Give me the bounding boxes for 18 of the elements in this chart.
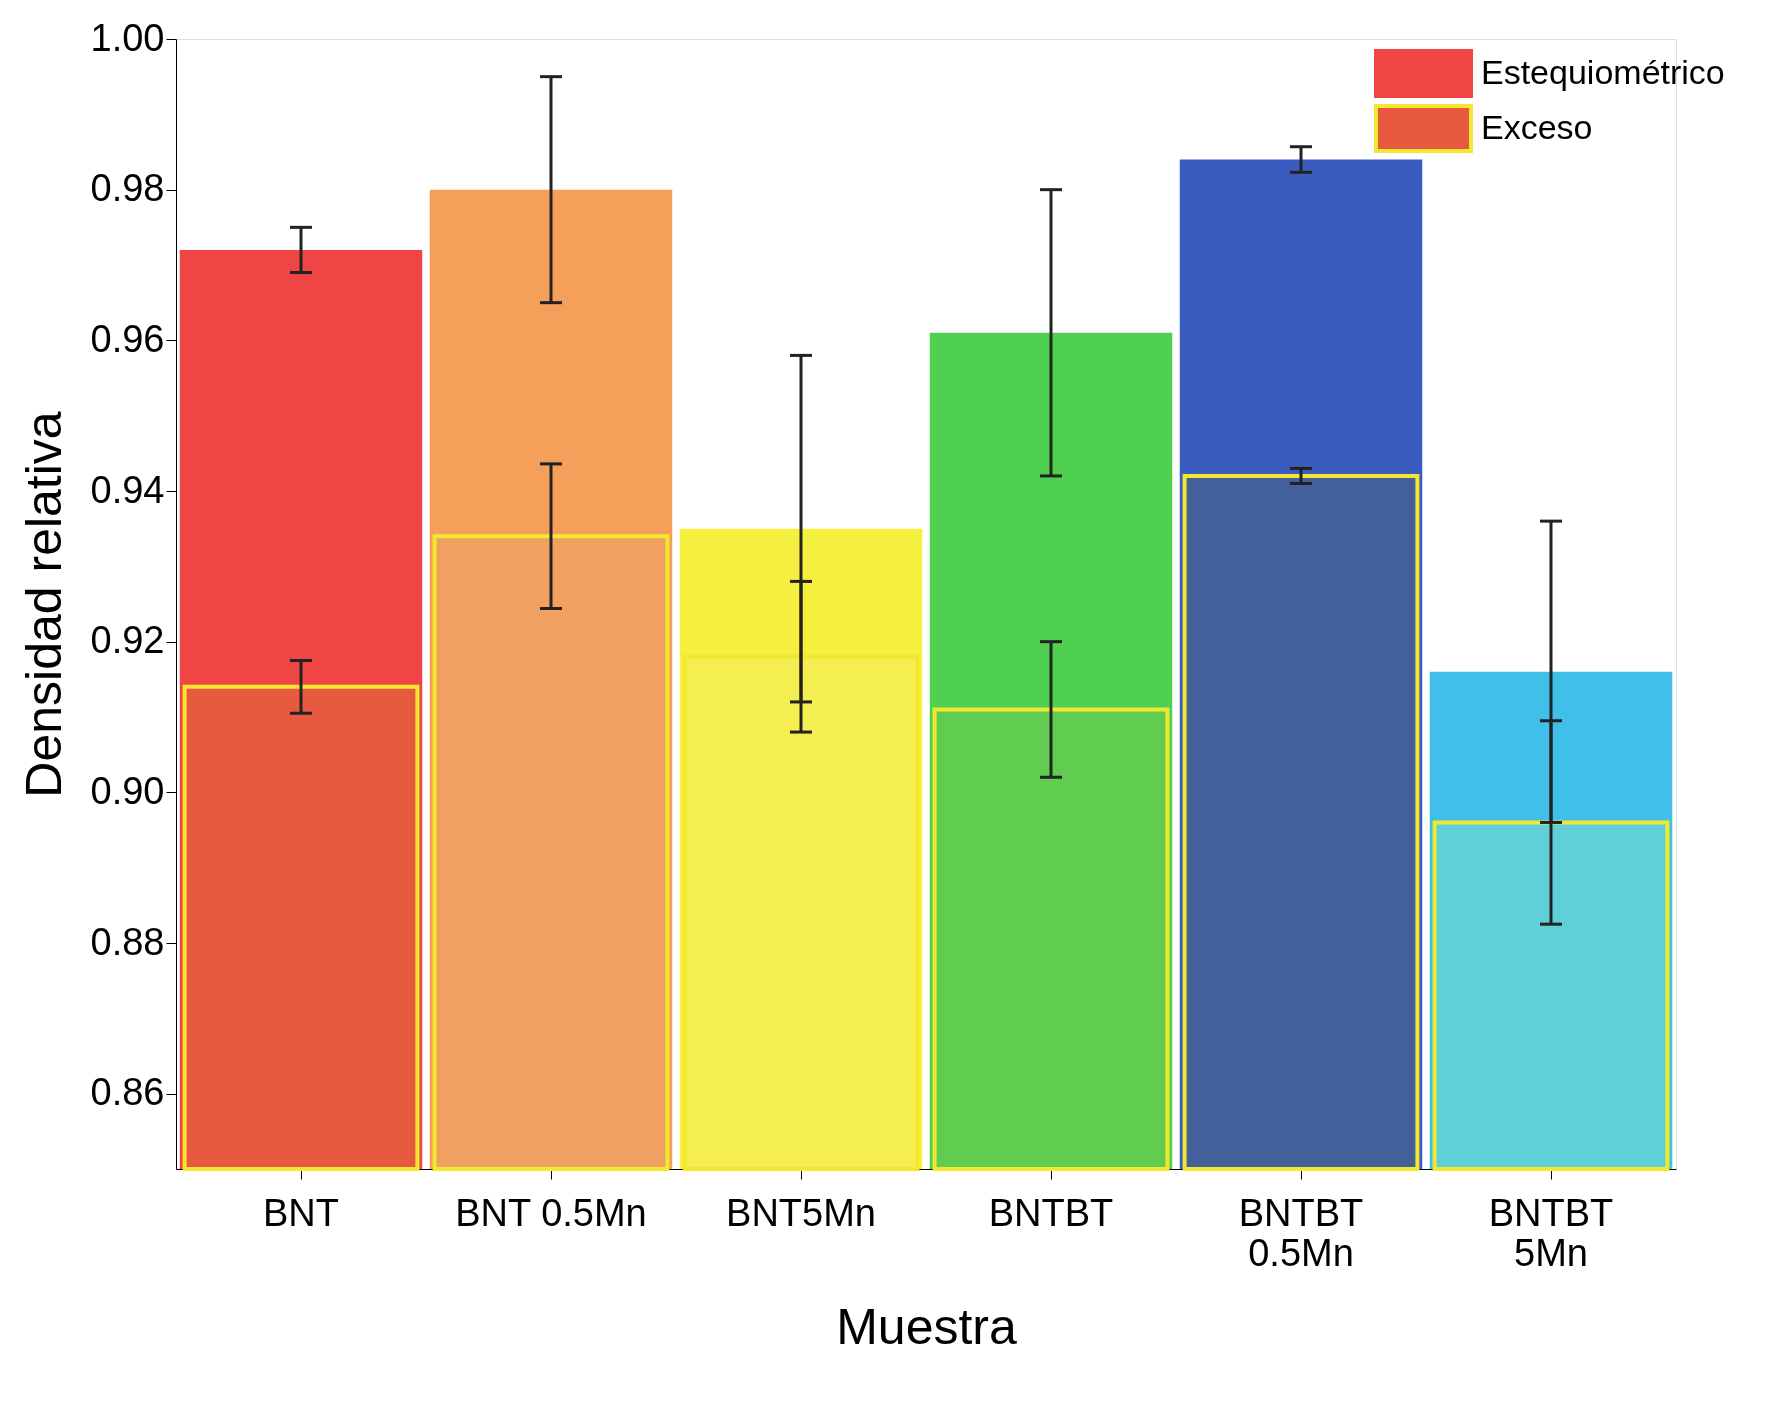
y-tick-label: 1.00 <box>90 16 165 59</box>
y-tick-label: 0.92 <box>90 619 165 662</box>
legend-label: Exceso <box>1481 108 1593 146</box>
y-tick-label: 0.98 <box>90 167 165 210</box>
y-tick-label: 0.90 <box>90 769 165 812</box>
x-tick-label: BNT <box>263 1191 339 1234</box>
y-tick-label: 0.86 <box>90 1071 165 1114</box>
x-tick-label: BNT5Mn <box>726 1191 876 1234</box>
y-tick-label: 0.94 <box>90 468 165 511</box>
legend-label: Estequiométrico <box>1481 53 1725 91</box>
y-tick-label: 0.88 <box>90 920 165 963</box>
x-tick-label: BNT 0.5Mn <box>455 1191 647 1234</box>
y-axis-title: Densidad relativa <box>15 411 72 798</box>
x-tick-label: BNTBT 5Mn <box>1488 1191 1614 1274</box>
y-tick-label: 0.96 <box>90 317 165 360</box>
x-tick-label: BNTBT <box>988 1191 1114 1234</box>
x-axis-title: Muestra <box>836 1298 1017 1355</box>
x-tick-label: BNTBT 0.5Mn <box>1238 1191 1364 1274</box>
